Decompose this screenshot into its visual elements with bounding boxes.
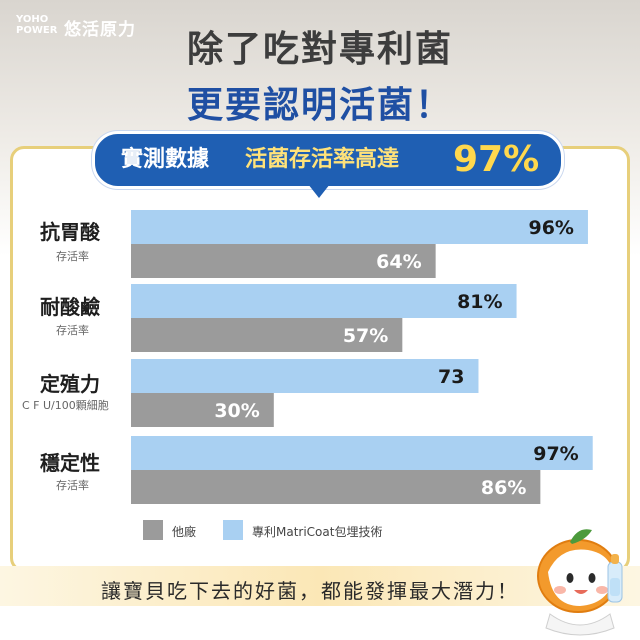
brand-mark-line2: POWER: [16, 25, 58, 36]
category-sub-ph: 存活率: [56, 324, 89, 337]
legend-label-other: 他廠: [172, 525, 197, 539]
bar-patent-ph: [131, 284, 517, 318]
banner-part1: 實測數據: [121, 147, 210, 172]
value-label-patent-acid: 96%: [528, 217, 573, 239]
category-label-colonization: 定殖力: [40, 372, 100, 396]
bar-other-colonization: [131, 393, 274, 427]
banner-pointer: [308, 184, 330, 198]
category-label-acid: 抗胃酸: [40, 220, 100, 244]
value-label-other-stability: 86%: [481, 477, 526, 499]
footer-slogan: 讓寶貝吃下去的好菌，都能發揮最大潛力！: [101, 579, 519, 603]
headline-line1: 除了吃對專利菌: [186, 29, 453, 70]
category-sub-colonization: C F U/100顆細胞: [22, 399, 109, 412]
category-sub-stability: 存活率: [56, 479, 89, 492]
bar-other-stability: [131, 470, 541, 504]
value-label-patent-stability: 97%: [533, 443, 578, 465]
category-label-stability: 穩定性: [40, 451, 100, 475]
brand-mark-line1: YOHO: [16, 14, 49, 25]
footer-band: [0, 566, 640, 606]
brand-mark: YOHO POWER: [16, 14, 62, 36]
bar-patent-acid: [131, 210, 588, 244]
bar-patent-stability: [131, 436, 593, 470]
legend-swatch-patent: [223, 520, 243, 540]
bar-other-acid: [131, 244, 436, 278]
legend-swatch-other: [143, 520, 163, 540]
value-label-patent-colonization: 73: [438, 366, 464, 388]
banner-highlight: 97%: [453, 139, 540, 180]
mascot-illustration: [537, 529, 623, 636]
legend-label-patent: 專利MatriCoat包埋技術: [252, 525, 383, 539]
bar-other-ph: [131, 318, 403, 352]
value-label-patent-ph: 81%: [457, 291, 502, 313]
value-label-other-acid: 64%: [376, 251, 421, 273]
bar-patent-colonization: [131, 359, 479, 393]
category-label-ph: 耐酸鹼: [40, 295, 100, 319]
headline-line2: 更要認明活菌！: [186, 85, 453, 126]
banner-part2: 活菌存活率高達: [245, 147, 400, 172]
value-label-other-colonization: 30%: [214, 400, 259, 422]
brand-name: 悠活原力: [64, 20, 136, 40]
category-sub-acid: 存活率: [56, 250, 89, 263]
value-label-other-ph: 57%: [343, 325, 388, 347]
